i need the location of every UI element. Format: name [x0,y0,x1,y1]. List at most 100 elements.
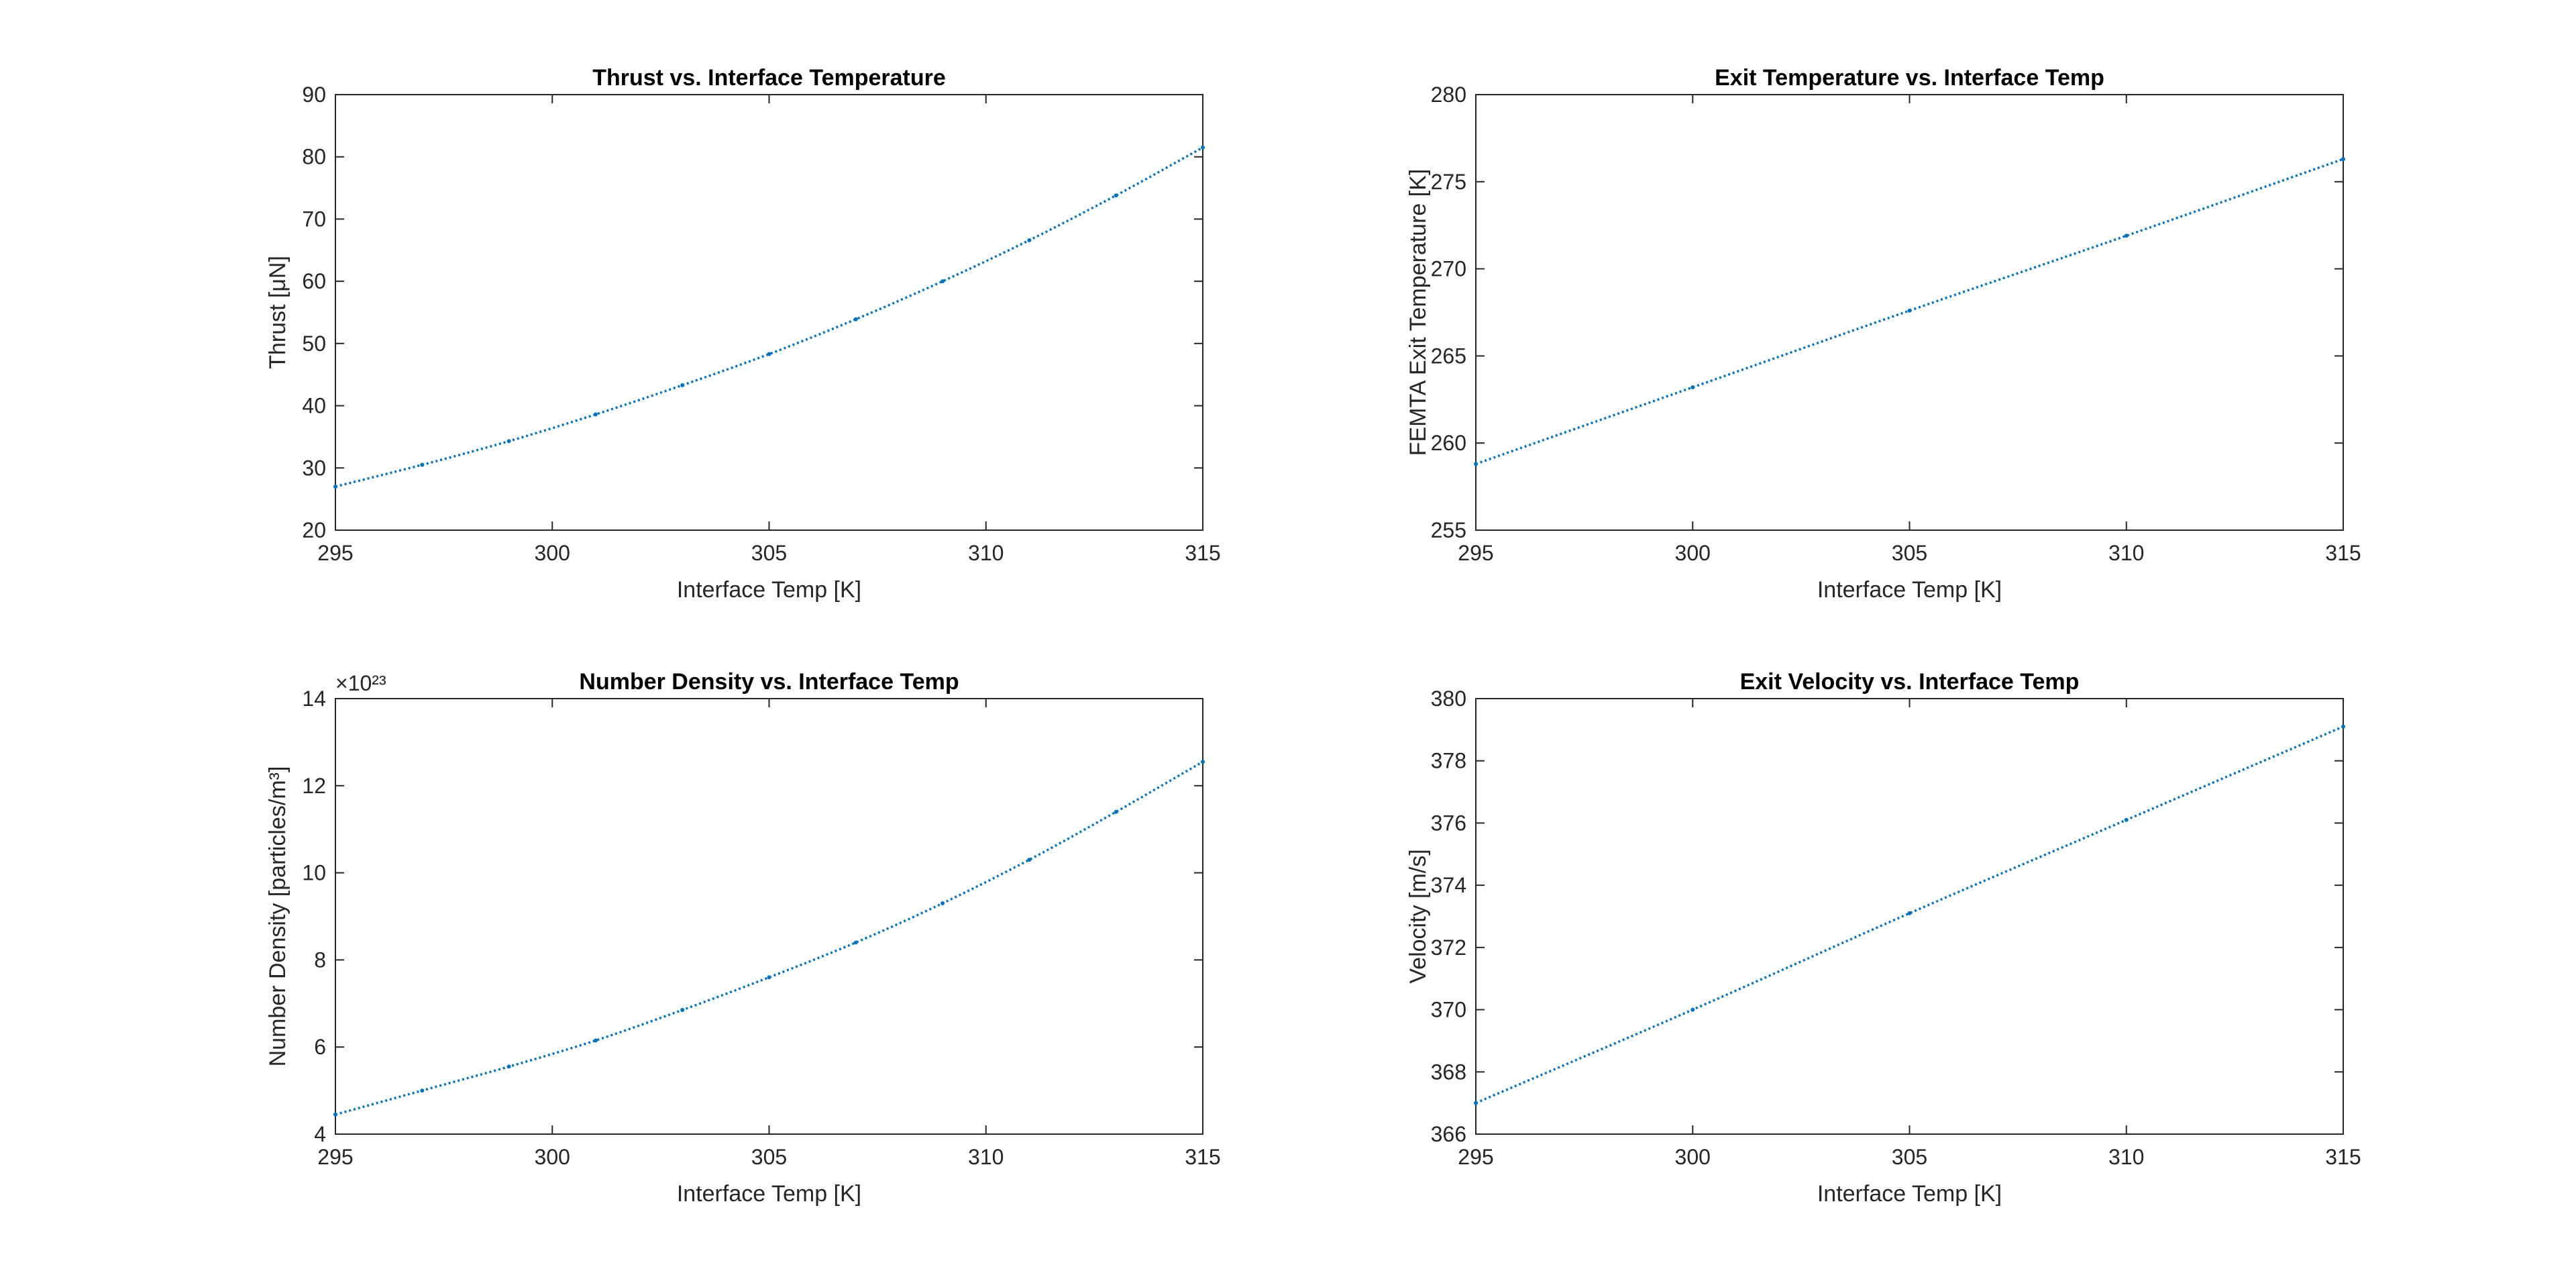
data-point [1201,760,1205,764]
y-tick-label: 378 [1431,749,1466,773]
data-point [2124,817,2129,822]
y-tick-label: 60 [302,269,326,293]
y-tick-label: 370 [1431,998,1466,1022]
y-tick-label: 280 [1431,83,1466,107]
x-tick-label: 310 [2108,1145,2144,1169]
axes-frame [335,698,1203,1135]
y-tick-label: 14 [302,687,326,711]
data-point [333,485,337,489]
y-tick-label: 50 [302,332,326,356]
data-point [680,383,685,387]
data-series-line [1475,158,2344,466]
y-tick-label: 8 [314,948,326,972]
data-series-line [335,146,1203,488]
y-tick-label: 90 [302,83,326,107]
y-tick-label: 380 [1431,687,1466,711]
data-point [333,1112,337,1117]
chart-title: Exit Temperature vs. Interface Temp [1715,65,2104,91]
data-point [941,279,945,284]
y-tick-label: 255 [1431,518,1466,542]
data-point [767,975,771,980]
x-tick-label: 310 [968,541,1004,565]
data-point [1474,462,1478,466]
y-axis-label: Velocity [m/s] [1405,849,1431,983]
x-axis-label: Interface Temp [K] [1817,577,2002,603]
x-tick-label: 295 [1458,1145,1493,1169]
y-tick-label: 30 [302,456,326,480]
x-tick-label: 300 [535,541,570,565]
y-tick-label: 270 [1431,257,1466,281]
y-tick-label: 260 [1431,431,1466,455]
x-tick-label: 295 [317,1145,353,1169]
data-point [506,439,511,444]
data-point [1690,1007,1695,1012]
data-point [2124,234,2129,238]
x-axis-label: Interface Temp [K] [1817,1181,2002,1207]
y-tick-label: 368 [1431,1060,1466,1084]
x-tick-label: 295 [317,541,353,565]
data-point [1474,1101,1478,1105]
subplot-3: 295 300 305 310 315 4 6 8 10 12 14 Number Density v… [265,669,1221,1207]
data-point [593,412,598,417]
axes-frame [1475,698,2344,1135]
chart-title: Number Density vs. Interface Temp [579,669,959,695]
x-tick-label: 305 [1892,1145,1927,1169]
x-tick-label: 315 [1185,1145,1220,1169]
data-point [1907,308,1912,313]
data-point [941,901,945,906]
data-point [853,940,858,945]
y-tick-label: 80 [302,145,326,169]
y-tick-label: 4 [314,1122,326,1146]
x-tick-label: 300 [1675,541,1711,565]
x-tick-label: 300 [1675,1145,1711,1169]
data-point [420,1088,425,1093]
data-point [2341,724,2345,729]
data-point [767,352,771,356]
y-tick-label: 40 [302,394,326,418]
y-tick-label: 6 [314,1035,326,1059]
y-tick-label: 275 [1431,170,1466,194]
data-point [506,1064,511,1069]
data-point [2341,157,2345,162]
data-point [593,1038,598,1043]
x-tick-label: 305 [1892,541,1927,565]
x-tick-label: 305 [751,541,787,565]
data-point [1690,385,1695,390]
y-tick-label: 20 [302,518,326,542]
y-axis-label: FEMTA Exit Temperature [K] [1405,169,1431,456]
data-series-line [335,760,1203,1116]
x-tick-label: 315 [2325,1145,2361,1169]
data-point [853,317,858,321]
data-point [1114,809,1118,814]
data-point [1114,193,1118,198]
data-point [420,462,425,467]
x-tick-label: 305 [751,1145,787,1169]
subplot-4: 295 300 305 310 315 366 368 370 372 374 376 378 380 E… [1405,669,2361,1207]
y-tick-label: 366 [1431,1122,1466,1146]
chart-title: Thrust vs. Interface Temperature [592,65,946,91]
x-axis-label: Interface Temp [K] [677,577,861,603]
data-point [1201,145,1205,150]
data-point [1027,858,1032,862]
y-tick-label: 70 [302,207,326,231]
x-tick-label: 315 [2325,541,2361,565]
x-tick-label: 295 [1458,541,1493,565]
y-tick-label: 376 [1431,811,1466,835]
x-tick-label: 315 [1185,541,1220,565]
y-tick-label: 374 [1431,873,1466,897]
chart-title: Exit Velocity vs. Interface Temp [1740,669,2080,695]
x-tick-label: 310 [2108,541,2144,565]
x-tick-label: 300 [535,1145,570,1169]
y-tick-label: 372 [1431,935,1466,960]
subplot-2: 295 300 305 310 315 255 260 265 270 275 280 Exit Te… [1405,65,2361,603]
y-axis-label: Number Density [particles/m³] [265,766,290,1067]
y-tick-label: 265 [1431,344,1466,368]
axes-frame [335,94,1203,531]
y-axis-label: Thrust [μN] [265,256,290,369]
subplot-1: 295 300 305 310 315 20 30 40 50 60 70 80 90 Thrust vs… [265,65,1221,603]
y-tick-label: 10 [302,861,326,885]
x-axis-label: Interface Temp [K] [677,1181,861,1207]
data-point [680,1008,685,1013]
data-point [1907,911,1912,915]
